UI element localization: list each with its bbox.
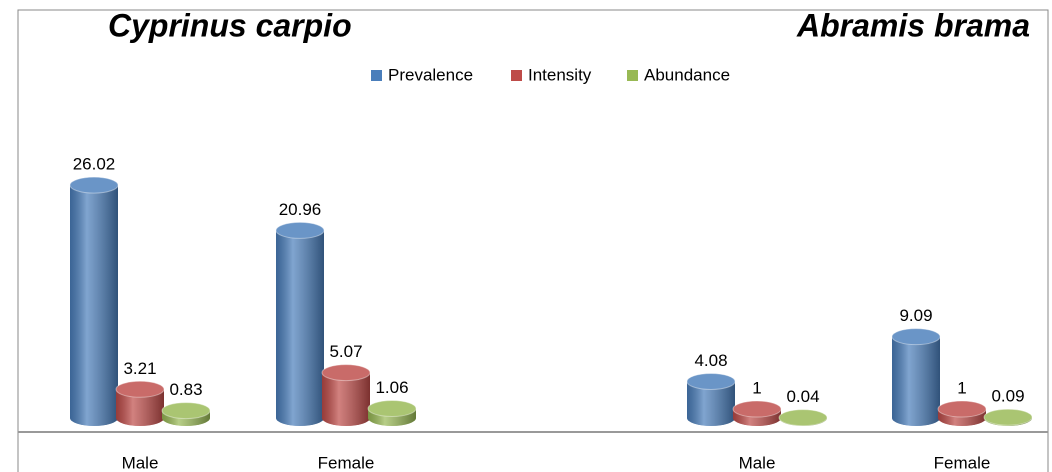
x-tick-label: Male: [739, 453, 776, 472]
bar-shade: [116, 389, 164, 426]
bar-top-shine: [276, 222, 324, 239]
bar-top: [161, 402, 211, 420]
bar-top-shine: [892, 328, 940, 345]
bar-shade: [70, 185, 118, 426]
group-title: Cyprinus carpio: [108, 7, 352, 43]
bar-top: [778, 409, 828, 427]
bar-top: [69, 176, 119, 194]
bar-top-shine: [938, 401, 986, 418]
bar: [983, 408, 1033, 426]
data-label: 3.21: [123, 359, 156, 378]
bar-top: [275, 221, 325, 239]
bar-top-shine: [116, 381, 164, 398]
bar: [732, 400, 782, 426]
data-label: 5.07: [329, 342, 362, 361]
data-label: 1: [752, 379, 761, 398]
bar-top-shine: [733, 401, 781, 418]
bar-top: [891, 328, 941, 346]
data-label: 0.04: [786, 387, 819, 406]
bar-top: [732, 400, 782, 418]
bar: [686, 372, 736, 426]
bar-top: [686, 372, 736, 390]
bar-shade: [892, 336, 940, 426]
bar-top-shine: [322, 364, 370, 381]
legend-label: Prevalence: [388, 65, 473, 84]
bar: [321, 364, 371, 426]
x-tick-label: Female: [934, 453, 991, 472]
data-label: 0.83: [169, 380, 202, 399]
bar: [367, 400, 417, 426]
bar: [275, 221, 325, 426]
bar-top: [367, 400, 417, 418]
bar: [115, 380, 165, 426]
bar: [891, 328, 941, 426]
bar-shade: [276, 230, 324, 426]
legend-swatch: [627, 70, 638, 81]
legend-swatch: [511, 70, 522, 81]
bar-top: [321, 364, 371, 382]
legend-label: Intensity: [528, 65, 592, 84]
data-label: 9.09: [899, 306, 932, 325]
data-label: 4.08: [694, 351, 727, 370]
data-label: 1.06: [375, 378, 408, 397]
chart-border: [17, 9, 1049, 472]
bar-top: [115, 380, 165, 398]
bar-top-shine: [368, 400, 416, 417]
bar-top-shine: [70, 177, 118, 194]
data-label: 1: [957, 379, 966, 398]
data-label: 26.02: [73, 155, 116, 174]
bar-shade: [687, 381, 735, 426]
bar-top-shine: [779, 409, 827, 426]
data-label: 20.96: [279, 200, 322, 219]
bar: [69, 176, 119, 426]
bar-top-shine: [687, 373, 735, 390]
x-tick-label: Female: [318, 453, 375, 472]
data-label: 0.09: [991, 387, 1024, 406]
bar: [937, 400, 987, 426]
bar: [778, 409, 828, 427]
x-tick-label: Male: [122, 453, 159, 472]
bar-top-shine: [162, 402, 210, 419]
legend-swatch: [371, 70, 382, 81]
bar-top-shine: [984, 409, 1032, 426]
bar-top: [983, 408, 1033, 426]
bar-top: [937, 400, 987, 418]
legend-label: Abundance: [644, 65, 730, 84]
bar-shade: [322, 372, 370, 426]
bar: [161, 402, 211, 426]
group-title: Abramis brama: [796, 7, 1030, 43]
